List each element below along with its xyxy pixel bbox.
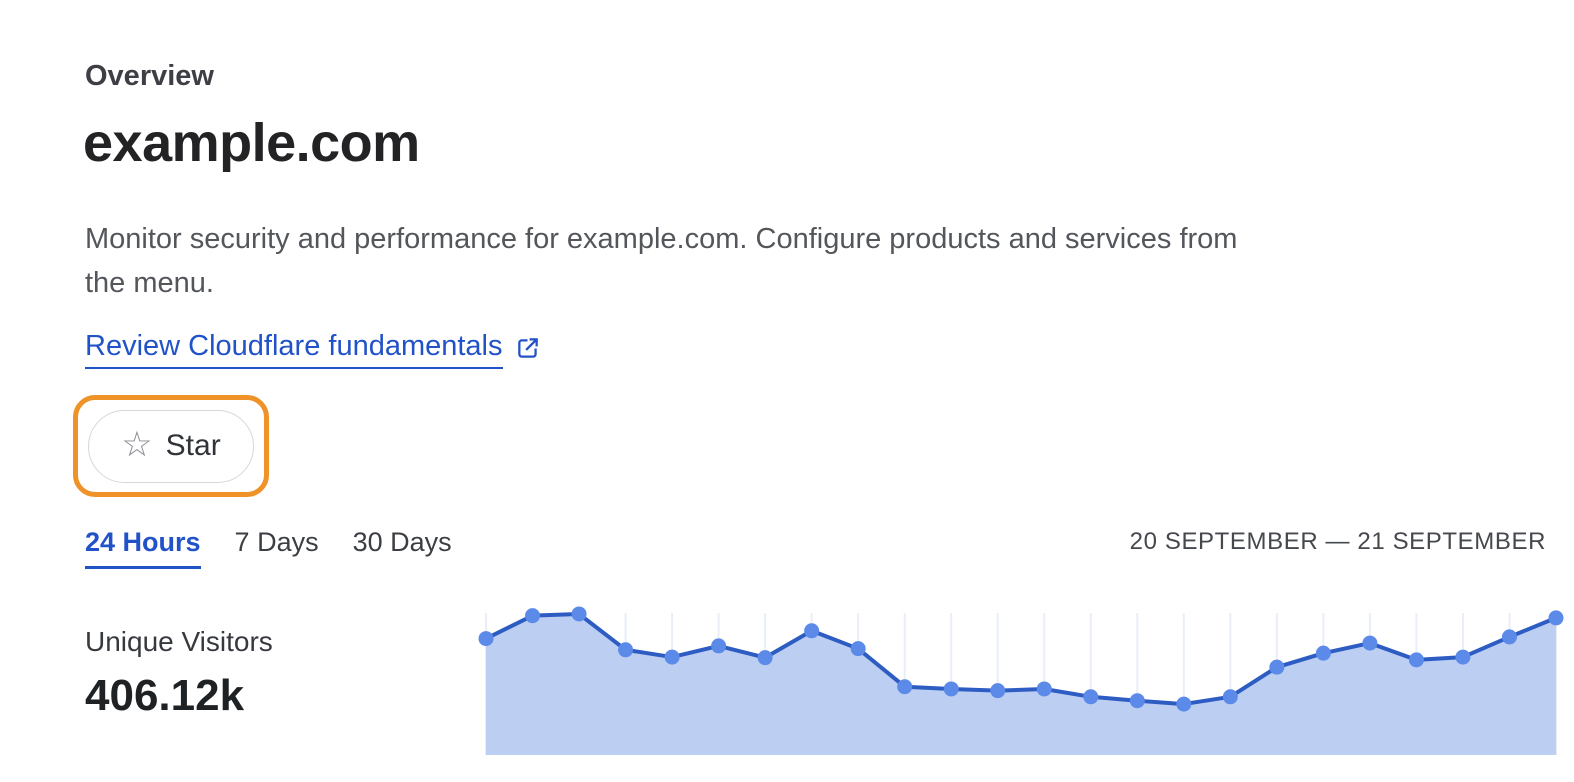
chart-point[interactable] xyxy=(1129,693,1145,709)
chart-point[interactable] xyxy=(943,681,959,697)
visitors-chart[interactable] xyxy=(478,600,1564,755)
chart-point[interactable] xyxy=(711,638,727,654)
tab-24-hours[interactable]: 24 Hours xyxy=(85,527,201,569)
chart-point[interactable] xyxy=(664,649,680,665)
chart-point[interactable] xyxy=(990,683,1006,699)
chart-line xyxy=(484,611,1558,707)
chart-point[interactable] xyxy=(850,641,866,657)
chart-point[interactable] xyxy=(1501,629,1517,645)
page-description: Monitor security and performance for exa… xyxy=(85,217,1237,305)
star-button-label: Star xyxy=(165,429,221,462)
chart-date-range: 20 SEPTEMBER — 21 SEPTEMBER xyxy=(1129,528,1546,555)
review-fundamentals-link[interactable]: Review Cloudflare fundamentals xyxy=(85,330,541,369)
external-link-icon xyxy=(515,335,541,361)
annotation-highlight-ring: ☆ Star xyxy=(73,395,269,497)
chart-point[interactable] xyxy=(1362,635,1378,651)
chart-point[interactable] xyxy=(757,650,773,666)
tab-7-days[interactable]: 7 Days xyxy=(234,527,319,557)
chart-point[interactable] xyxy=(1315,645,1331,661)
unique-visitors-label: Unique Visitors xyxy=(85,626,273,657)
page-description-line-1: Monitor security and performance for exa… xyxy=(85,223,1238,255)
unique-visitors-value: 406.12k xyxy=(85,671,245,720)
chart-point[interactable] xyxy=(897,679,913,695)
chart-point[interactable] xyxy=(1176,696,1192,712)
chart-point[interactable] xyxy=(804,623,820,639)
chart-point[interactable] xyxy=(525,608,541,624)
chart-point[interactable] xyxy=(1455,649,1471,665)
visitors-chart-svg[interactable] xyxy=(478,600,1564,755)
review-fundamentals-link-label: Review Cloudflare fundamentals xyxy=(85,330,503,369)
chart-point[interactable] xyxy=(618,642,634,658)
chart-point[interactable] xyxy=(571,606,587,622)
page-eyebrow: Overview xyxy=(85,60,214,92)
chart-point[interactable] xyxy=(1408,652,1424,668)
chart-point[interactable] xyxy=(1036,681,1052,697)
chart-point[interactable] xyxy=(1269,659,1285,675)
chart-point[interactable] xyxy=(1083,689,1099,705)
chart-area-fill xyxy=(486,613,1556,755)
chart-point[interactable] xyxy=(1222,689,1238,705)
star-button[interactable]: ☆ Star xyxy=(88,409,254,483)
page-description-line-2: the menu. xyxy=(85,267,214,299)
time-range-tabs: 24 Hours 7 Days 30 Days xyxy=(85,527,452,569)
tab-30-days[interactable]: 30 Days xyxy=(352,527,452,557)
page-title: example.com xyxy=(83,113,420,173)
chart-point[interactable] xyxy=(1548,610,1564,626)
star-icon: ☆ xyxy=(121,425,153,464)
chart-point[interactable] xyxy=(478,631,494,647)
